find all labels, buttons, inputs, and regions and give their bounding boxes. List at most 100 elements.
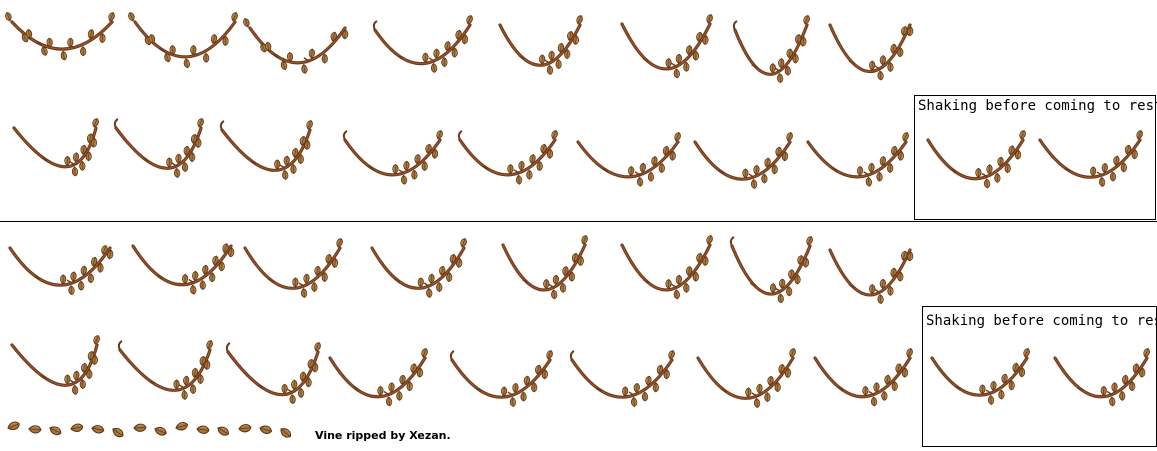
leaf [665,58,672,69]
leaf [91,256,98,267]
leaf [1090,166,1097,177]
vine-sprite [828,248,914,305]
leaf [91,425,105,434]
leaf [222,243,229,253]
leaf [901,367,909,378]
leaf [1099,177,1106,187]
leaf [647,171,655,182]
leaf [777,293,784,304]
leaf [192,270,199,281]
vine-sprite [370,238,467,298]
leaf [887,163,894,174]
leaf [299,135,307,146]
leaf [986,164,993,175]
leaf [87,350,95,361]
leaf [890,267,897,278]
leaf [107,249,114,260]
leaf [222,36,229,46]
leaf [1019,130,1026,140]
leaf [203,52,210,63]
leaf [175,153,182,164]
leaf [86,369,93,380]
leaf [865,176,872,187]
leaf [552,274,559,285]
leaf [280,60,288,71]
leaf [1119,390,1126,401]
leaf [656,364,664,375]
leaf [321,272,328,283]
leaf [786,48,793,59]
leaf [692,271,699,282]
leaf [901,26,908,36]
leaf [696,31,703,42]
leaf [330,31,337,42]
leaf [567,30,574,41]
leaf [72,384,79,395]
leaf [1008,380,1015,391]
leaf [539,54,546,65]
leaf [881,390,888,401]
leaf [895,363,902,373]
leaf [761,173,768,184]
leaf [417,277,424,288]
leaf [994,172,1001,183]
leaf [788,269,795,280]
leaf [199,355,206,366]
leaf [403,160,410,171]
vine-sprite [10,335,100,395]
leaf [802,257,810,268]
leaf [891,145,898,156]
leaf [199,280,206,290]
leaf [658,163,665,174]
leaf [541,369,548,380]
leaf [520,391,527,402]
leaf [702,256,709,266]
leaf [436,282,443,293]
leaf [742,168,749,179]
leaf [997,156,1004,167]
leaf [148,34,156,44]
leaf [683,282,690,293]
leaf [189,152,196,163]
leaf [342,29,349,40]
leaf [1008,145,1015,155]
leaf [540,143,547,154]
leaf [526,169,533,180]
leaf [907,26,914,37]
leaf [983,178,991,189]
leaf [451,47,458,58]
leaf [990,380,997,391]
leaf [49,426,62,436]
leaf [515,174,523,185]
leaf [426,287,433,298]
vine-sprite [328,348,428,407]
leaf [779,278,786,289]
leaf [756,383,763,394]
leaf [631,397,638,407]
leaf [259,425,273,435]
leaf [455,29,462,40]
leaf [674,132,681,142]
leaf [683,61,690,72]
leaf [425,143,432,154]
leaf [78,280,85,291]
leaf [311,282,318,293]
leaf [546,64,554,75]
leaf [641,391,649,402]
leaf [555,59,562,70]
leaf [546,350,553,360]
leaf [456,258,463,268]
leaf [212,255,219,266]
leaf [99,33,106,44]
leaf [90,137,97,148]
vine-sprite [5,12,115,61]
leaf [750,179,758,189]
leaf [518,160,525,171]
leaf [281,383,288,394]
leaf [1109,171,1117,182]
leaf [301,63,308,74]
leaf [80,265,87,276]
vine-sprite [243,238,343,298]
leaf [64,374,71,385]
leaf [189,384,197,395]
